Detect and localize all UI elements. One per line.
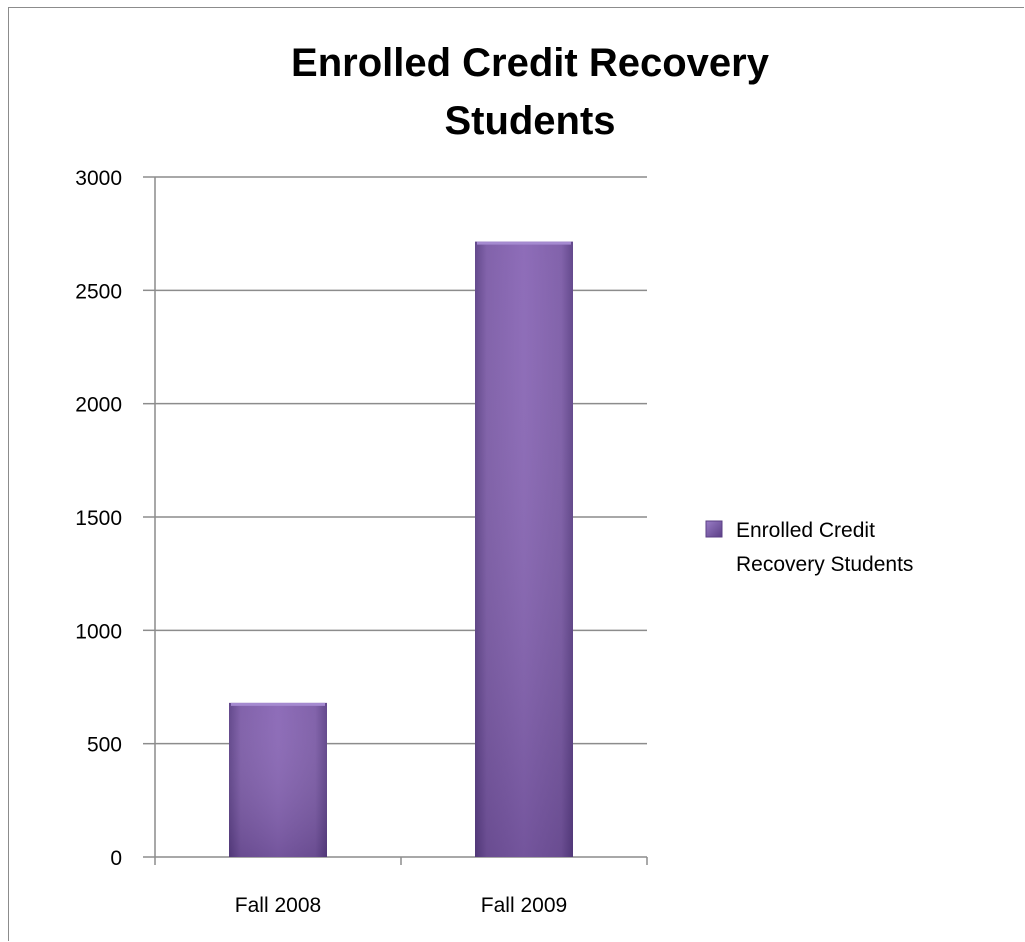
x-category-label-1: Fall 2009 bbox=[481, 894, 567, 917]
x-category-labels: Fall 2008 Fall 2009 bbox=[235, 894, 567, 917]
y-tick-label-2000: 2000 bbox=[75, 394, 122, 417]
legend: Enrolled Credit Recovery Students bbox=[705, 519, 913, 576]
y-tick-label-500: 500 bbox=[87, 734, 122, 757]
bar-top-highlight bbox=[231, 702, 325, 706]
bar-shade bbox=[229, 702, 327, 857]
bar-fall-2008 bbox=[229, 702, 327, 857]
legend-swatch bbox=[705, 520, 723, 538]
gridlines bbox=[155, 176, 647, 745]
legend-label-line-2: Recovery Students bbox=[736, 553, 913, 576]
y-tick-label-1500: 1500 bbox=[75, 507, 122, 530]
y-tick-label-2500: 2500 bbox=[75, 280, 122, 303]
y-tick-label-0: 0 bbox=[110, 847, 122, 870]
chart-title: Enrolled Credit Recovery Students bbox=[130, 34, 930, 150]
y-tick-labels: 0 500 1000 1500 2000 2500 3000 bbox=[75, 167, 122, 870]
chart-title-line-2: Students bbox=[444, 99, 616, 143]
bars bbox=[229, 241, 573, 858]
chart-title-line-1: Enrolled Credit Recovery bbox=[291, 41, 769, 85]
y-tick-label-3000: 3000 bbox=[75, 167, 122, 190]
bar-shade bbox=[475, 241, 573, 858]
bar-fall-2009 bbox=[475, 241, 573, 858]
bar-top-highlight bbox=[477, 241, 571, 245]
legend-label-line-1: Enrolled Credit bbox=[736, 519, 875, 542]
y-tick-label-1000: 1000 bbox=[75, 620, 122, 643]
x-category-label-0: Fall 2008 bbox=[235, 894, 321, 917]
